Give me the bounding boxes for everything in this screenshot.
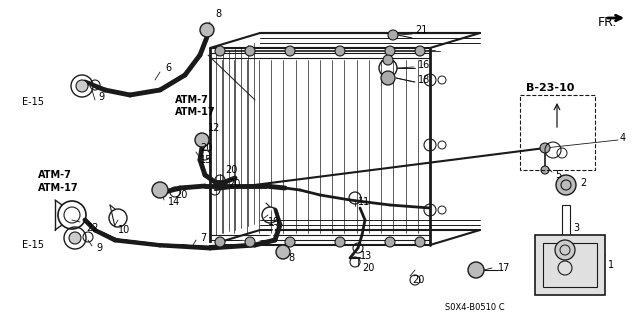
Text: 3: 3 (573, 223, 579, 233)
Text: 8: 8 (215, 9, 221, 19)
Text: 12: 12 (208, 123, 220, 133)
Circle shape (200, 23, 214, 37)
Circle shape (381, 71, 395, 85)
Text: B-23-10: B-23-10 (526, 83, 574, 93)
Text: ATM-17: ATM-17 (175, 107, 216, 117)
Text: 18: 18 (418, 75, 430, 85)
Text: 14: 14 (168, 197, 180, 207)
Circle shape (335, 46, 345, 56)
Text: 9: 9 (98, 92, 104, 102)
Text: 20: 20 (362, 263, 374, 273)
Text: 20: 20 (228, 179, 241, 189)
Text: 10: 10 (118, 225, 131, 235)
Circle shape (215, 237, 225, 247)
Circle shape (385, 46, 395, 56)
Circle shape (383, 55, 393, 65)
Circle shape (468, 262, 484, 278)
Text: 8: 8 (288, 253, 294, 263)
Text: FR.: FR. (598, 15, 618, 28)
Circle shape (555, 240, 575, 260)
Text: 20: 20 (175, 190, 188, 200)
Text: E-15: E-15 (22, 97, 44, 107)
Circle shape (195, 133, 209, 147)
Circle shape (540, 143, 550, 153)
Circle shape (335, 237, 345, 247)
Circle shape (415, 237, 425, 247)
Circle shape (541, 166, 549, 174)
Bar (535, 235, 605, 295)
Circle shape (69, 232, 81, 244)
Circle shape (388, 30, 398, 40)
Circle shape (276, 245, 290, 259)
Text: 20: 20 (225, 165, 237, 175)
Text: 4: 4 (620, 133, 626, 143)
Text: 11: 11 (358, 197, 371, 207)
Text: 6: 6 (165, 63, 171, 73)
Circle shape (385, 237, 395, 247)
Text: 20: 20 (200, 143, 212, 153)
Text: ATM-7: ATM-7 (38, 170, 72, 180)
Text: 5: 5 (555, 170, 561, 180)
Bar (562, 205, 570, 250)
Circle shape (245, 237, 255, 247)
Text: 13: 13 (360, 251, 372, 261)
Text: 17: 17 (498, 263, 510, 273)
Circle shape (556, 175, 576, 195)
Bar (520, 95, 595, 170)
Circle shape (215, 46, 225, 56)
Text: 20: 20 (412, 275, 424, 285)
Text: S0X4-B0510 C: S0X4-B0510 C (445, 302, 504, 311)
Text: ATM-7: ATM-7 (175, 95, 209, 105)
Circle shape (415, 46, 425, 56)
Text: 16: 16 (418, 60, 430, 70)
Text: 21: 21 (415, 25, 428, 35)
Text: 1: 1 (608, 260, 614, 270)
Circle shape (76, 80, 88, 92)
Circle shape (152, 182, 168, 198)
Text: 9: 9 (96, 243, 102, 253)
Text: 7: 7 (200, 233, 206, 243)
Text: ATM-17: ATM-17 (38, 183, 79, 193)
Text: E-15: E-15 (22, 240, 44, 250)
Circle shape (285, 46, 295, 56)
Circle shape (285, 237, 295, 247)
Circle shape (245, 46, 255, 56)
Text: 22: 22 (86, 223, 99, 233)
Text: 15: 15 (200, 155, 212, 165)
Bar (543, 243, 597, 287)
Text: 19: 19 (268, 217, 280, 227)
Text: 2: 2 (580, 178, 586, 188)
